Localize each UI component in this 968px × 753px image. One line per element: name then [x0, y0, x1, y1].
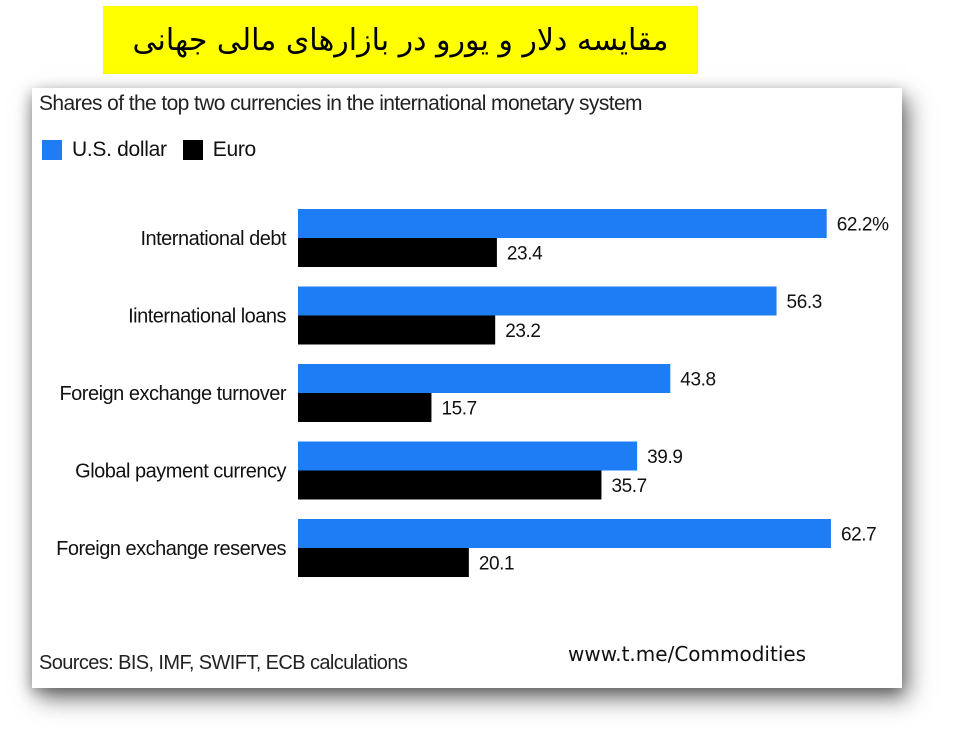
- data-label-euro: 15.7: [441, 399, 476, 420]
- page-title: مقایسه دلار و یورو در بازارهای مالی جهان…: [132, 22, 669, 58]
- category-label: Iinternational loans: [128, 306, 286, 328]
- category-label: Foreign exchange turnover: [59, 383, 286, 405]
- category-label: Foreign exchange reserves: [56, 538, 286, 560]
- category-label: Global payment currency: [75, 461, 286, 483]
- bar-chart: International debt 62.2% 23.4 Iinternationa…: [56, 209, 889, 577]
- chart-legend: U.S. dollar Euro: [42, 138, 272, 162]
- bar-euro: [298, 548, 469, 577]
- legend-label-euro: Euro: [212, 138, 256, 161]
- data-label-euro: 23.4: [507, 244, 543, 265]
- chart-subtitle: Shares of the top two currencies in the …: [39, 92, 643, 115]
- chart-source: Sources: BIS, IMF, SWIFT, ECB calculatio…: [39, 652, 408, 674]
- watermark: www.t.me/Commodities: [568, 642, 807, 666]
- bar-euro: [298, 393, 432, 422]
- bar-euro: [298, 315, 496, 345]
- data-label-euro: 20.1: [479, 554, 514, 575]
- data-label-dollar: 56.3: [787, 292, 822, 313]
- bar-dollar: [298, 441, 638, 471]
- chart-card: Shares of the top two currencies in the …: [32, 88, 902, 688]
- data-label-dollar: 62.7: [841, 525, 876, 546]
- bar-dollar: [298, 519, 831, 548]
- legend-swatch-euro: [182, 140, 203, 160]
- bar-euro: [298, 238, 497, 267]
- category-label: International debt: [140, 228, 287, 250]
- bar-euro: [298, 470, 602, 500]
- data-label-dollar: 62.2%: [837, 215, 889, 236]
- data-label-euro: 35.7: [611, 476, 646, 497]
- legend-label-dollar: U.S. dollar: [72, 138, 167, 161]
- data-label-euro: 23.2: [505, 321, 540, 342]
- legend-swatch-dollar: [42, 140, 62, 160]
- bar-dollar: [298, 209, 827, 238]
- bar-dollar: [298, 286, 777, 316]
- data-label-dollar: 39.9: [647, 447, 682, 468]
- bar-dollar: [298, 364, 671, 393]
- title-banner: مقایسه دلار و یورو در بازارهای مالی جهان…: [103, 6, 698, 74]
- data-label-dollar: 43.8: [680, 370, 715, 391]
